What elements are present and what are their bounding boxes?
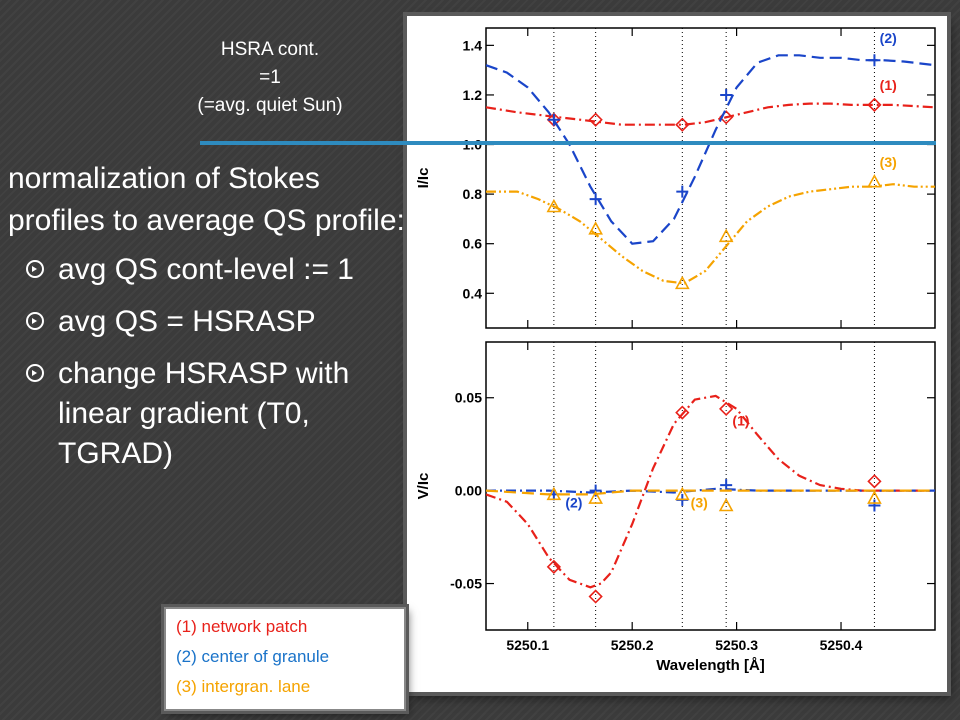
marker-diamond xyxy=(546,559,562,574)
marker-triangle xyxy=(546,486,562,501)
marker-triangle xyxy=(867,490,882,504)
slide-body: normalization of Stokes profiles to aver… xyxy=(8,158,408,486)
marker-diamond xyxy=(867,474,882,489)
bullet-item: avg QS cont-level := 1 xyxy=(8,250,408,290)
y-tick-label: 0.6 xyxy=(463,236,483,252)
legend-item-network-patch: (1) network patch xyxy=(176,617,308,636)
y-tick-label: -0.05 xyxy=(450,576,482,592)
bullet-list: avg QS cont-level := 1 avg QS = HSRASP c… xyxy=(8,250,408,474)
y-tick-label: 0.4 xyxy=(463,285,483,301)
legend-item-intergranular-lane: (3) intergran. lane xyxy=(176,677,311,696)
y-tick-label: 0.8 xyxy=(463,186,483,202)
series-label: (1) xyxy=(880,77,897,93)
marker-triangle xyxy=(588,490,603,504)
series-label: (3) xyxy=(880,154,897,170)
plot-frame: 0.4 0.6 0.8 1.0 1.2 1.4 I/Ic (2) (1) (3) -0.05 0.00… xyxy=(407,16,947,692)
panel-stokes-i: 0.4 0.6 0.8 1.0 1.2 1.4 I/Ic (2) (1) (3) xyxy=(415,27,936,329)
marker-triangle xyxy=(718,228,734,243)
marker-plus xyxy=(720,479,733,492)
marker-plus xyxy=(676,185,689,198)
marker-triangle xyxy=(867,174,882,188)
bullet-item: avg QS = HSRASP xyxy=(8,302,408,342)
circle-arrow-bullet-icon xyxy=(26,312,44,330)
y-axis-label: V/Ic xyxy=(415,473,432,500)
slide-heading: normalization of Stokes profiles to aver… xyxy=(8,162,405,237)
marker-diamond xyxy=(675,405,690,420)
plot-area-border xyxy=(485,27,936,329)
marker-triangle xyxy=(546,198,562,213)
x-tick-label: 5250.4 xyxy=(820,637,863,653)
series-label: (2) xyxy=(880,30,897,46)
stokes-profile-plots: 0.4 0.6 0.8 1.0 1.2 1.4 I/Ic (2) (1) (3) -0.05 0.00… xyxy=(415,27,936,674)
series-label: (1) xyxy=(732,413,749,429)
hsra-label-line-1: HSRA cont. xyxy=(220,39,320,60)
series-line-2 xyxy=(486,54,935,245)
x-tick-label: 5250.2 xyxy=(611,637,654,653)
marker-diamond xyxy=(546,112,562,127)
y-tick-label: 1.0 xyxy=(463,137,483,153)
marker-diamond xyxy=(719,401,734,417)
hsra-label-line-3: (=avg. quiet Sun) xyxy=(197,95,343,116)
series-line-3 xyxy=(486,489,935,496)
bullet-item: change HSRASP with linear gradient (T0, … xyxy=(8,354,408,474)
marker-plus xyxy=(868,499,881,512)
marker-diamond xyxy=(588,112,603,127)
y-tick-label: 1.2 xyxy=(463,87,483,103)
y-axis-label: I/Ic xyxy=(415,168,432,189)
legend-box: (1) network patch (2) center of granule … xyxy=(164,607,406,711)
y-tick-label: 0.05 xyxy=(455,390,482,406)
hsra-label-line-2: =1 xyxy=(259,67,281,88)
x-tick-label: 5250.1 xyxy=(506,637,549,653)
series-label: (3) xyxy=(691,494,708,510)
legend-item-granule-center: (2) center of granule xyxy=(176,647,330,666)
marker-plus xyxy=(589,193,602,206)
series-line-1 xyxy=(486,102,935,126)
bullet-text: avg QS cont-level := 1 xyxy=(58,253,354,286)
marker-plus xyxy=(547,113,560,126)
series-label: (2) xyxy=(565,494,582,510)
hsra-continuum-label: HSRA cont. =1 (=avg. quiet Sun) xyxy=(150,36,390,120)
marker-triangle xyxy=(674,486,690,501)
x-axis-label: Wavelength [Å] xyxy=(656,657,765,674)
marker-diamond xyxy=(675,117,690,132)
marker-diamond xyxy=(588,589,603,604)
x-tick-label: 5250.3 xyxy=(715,637,758,653)
panel-stokes-v: -0.05 0.00 0.05 5250.1 5250.2 5250.3 5250.4 V/I… xyxy=(415,341,936,674)
marker-triangle xyxy=(588,221,603,235)
marker-diamond xyxy=(867,97,882,112)
series-line-1 xyxy=(486,394,935,589)
circle-arrow-bullet-icon xyxy=(26,260,44,278)
marker-triangle xyxy=(674,275,690,290)
bullet-text: avg QS = HSRASP xyxy=(58,305,316,338)
series-line-3 xyxy=(486,183,935,285)
y-tick-label: 0.00 xyxy=(455,483,482,499)
marker-plus xyxy=(720,88,733,101)
bullet-text: change HSRASP with linear gradient (T0, … xyxy=(58,357,350,470)
marker-triangle xyxy=(718,497,734,512)
y-tick-label: 1.4 xyxy=(463,37,483,53)
plot-area-border xyxy=(485,341,936,631)
circle-arrow-bullet-icon xyxy=(26,364,44,382)
marker-plus xyxy=(868,54,881,67)
